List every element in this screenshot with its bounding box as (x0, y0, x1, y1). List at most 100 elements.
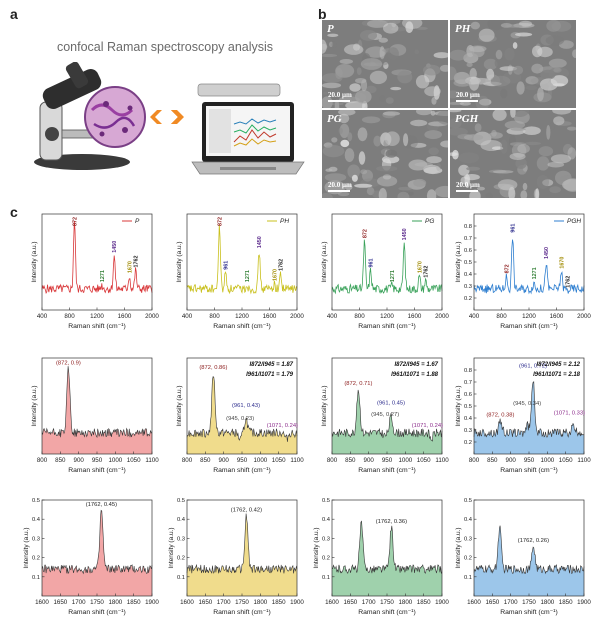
peak-label: 961 (369, 258, 375, 267)
x-tick-label: 1000 (398, 457, 412, 464)
x-tick-label: 400 (182, 313, 193, 320)
peak-annotation: (1762, 0.45) (86, 502, 117, 508)
y-tick-label: 0.8 (464, 368, 472, 374)
x-axis-label: Raman shift (cm⁻¹) (500, 323, 558, 330)
x-tick-label: 400 (327, 313, 338, 320)
x-tick-label: 1600 (263, 313, 277, 320)
peak-annotation: (945, 0.34) (513, 401, 541, 407)
spectrum-area (474, 525, 584, 596)
x-tick-label: 800 (496, 313, 507, 320)
x-axis-label: Raman shift (cm⁻¹) (500, 609, 558, 616)
peak-label: 1271 (390, 270, 396, 282)
x-tick-label: 1200 (90, 313, 104, 320)
spectrum-area (187, 376, 297, 454)
scale-bar-label: 20.0 μm (456, 91, 480, 99)
y-tick-label: 0.3 (464, 428, 472, 434)
y-axis-label: Intensity (a.u.) (31, 385, 38, 426)
y-tick-label: 0.3 (177, 536, 185, 542)
x-tick-label: 1600 (467, 599, 481, 606)
y-tick-label: 0.3 (464, 284, 472, 290)
x-tick-label: 1750 (380, 599, 394, 606)
chart-PGH-low: 1600 1650 1700 1750 1800 1850 1900 0.1 0.2 0.3 0.4… (455, 498, 591, 616)
x-tick-label: 1050 (127, 457, 141, 464)
x-tick-label: 950 (524, 457, 535, 464)
peak-label: 1670 (127, 261, 133, 273)
x-tick-label: 950 (92, 457, 103, 464)
peak-annotation: (1071, 0.33) (554, 410, 585, 416)
peak-label: 1762 (134, 255, 140, 267)
spectrum-line (41, 509, 153, 575)
y-tick-label: 0.2 (322, 556, 330, 562)
x-tick-label: 900 (219, 457, 230, 464)
peak-annotation: (872, 0.86) (199, 365, 227, 371)
tissue-sample-icon (84, 86, 146, 148)
y-tick-label: 0.2 (464, 440, 472, 446)
x-tick-label: 1750 (235, 599, 249, 606)
chart-PH-full: 400 800 1200 1600 2000 Raman shift (cm⁻¹) Inte… (176, 213, 304, 330)
spectrum-line (41, 220, 153, 295)
peak-annotation: (872, 0.71) (344, 381, 372, 387)
spectrum-line (186, 375, 298, 442)
peak-label: 872 (72, 217, 78, 226)
x-tick-label: 800 (182, 457, 193, 464)
x-tick-label: 1850 (417, 599, 431, 606)
x-axis-label: Raman shift (cm⁻¹) (68, 467, 126, 474)
peak-annotation: (872, 0.9) (56, 361, 81, 367)
x-tick-label: 800 (64, 313, 75, 320)
spectrum-area (42, 510, 152, 596)
ratio-label: I961/I1071 = 2.18 (533, 372, 581, 378)
spectrum-area (474, 381, 584, 454)
x-tick-label: 1850 (127, 599, 141, 606)
micrograph-ph: PH 20.0 μm (450, 20, 576, 108)
spectrum-line (473, 239, 585, 295)
chart-PG-low: 1600 1650 1700 1750 1800 1850 1900 0.1 0.2 0.3 0.4… (313, 498, 449, 616)
panel-label-c: c (10, 204, 18, 220)
chevrons-icon (150, 110, 184, 124)
y-axis-label: Intensity (a.u.) (313, 527, 320, 568)
x-tick-label: 1050 (559, 457, 573, 464)
y-axis-label: Intensity (a.u.) (31, 241, 38, 282)
x-tick-label: 1900 (435, 599, 449, 606)
x-tick-label: 2000 (577, 313, 591, 320)
x-tick-label: 950 (237, 457, 248, 464)
y-tick-label: 0.5 (464, 260, 472, 266)
x-tick-label: 1650 (485, 599, 499, 606)
micrograph-label: PGH (455, 113, 479, 125)
x-tick-label: 1750 (522, 599, 536, 606)
y-axis-label: Intensity (a.u.) (168, 527, 175, 568)
peak-label: 1670 (417, 261, 423, 273)
y-axis-label: Intensity (a.u.) (176, 385, 183, 426)
x-axis-label: Raman shift (cm⁻¹) (68, 609, 126, 616)
chart-PGH-mid: 800 850 900 950 1000 1050 1100 0.2 0.3 0.4 0.5 0.6 0… (455, 357, 591, 474)
y-tick-label: 0.2 (177, 556, 185, 562)
scale-bar (328, 100, 350, 102)
x-tick-label: 1600 (550, 313, 564, 320)
peak-label: 872 (362, 229, 368, 238)
scale-bar-label: 20.0 μm (328, 91, 352, 99)
chart-P-full: 400 800 1200 1600 2000 Raman shift (cm⁻¹) Inte… (31, 213, 159, 330)
spectrum-line (41, 366, 152, 439)
spectrum-line (473, 381, 585, 438)
y-tick-label: 0.3 (464, 536, 472, 542)
spectrum-area (42, 366, 152, 454)
y-tick-label: 0.1 (32, 575, 40, 581)
peak-annotation: (1071, 0.24) (267, 423, 298, 429)
x-tick-label: 850 (200, 457, 211, 464)
y-axis-label: Intensity (a.u.) (176, 241, 183, 282)
spectrum-line (331, 520, 443, 575)
plot-frame (331, 213, 443, 311)
y-axis-label: Intensity (a.u.) (321, 385, 328, 426)
x-tick-label: 1200 (522, 313, 536, 320)
x-tick-label: 2000 (145, 313, 159, 320)
panel-label-a: a (10, 6, 18, 22)
x-tick-label: 1600 (408, 313, 422, 320)
spectrum-area (187, 513, 297, 596)
x-tick-label: 1750 (90, 599, 104, 606)
y-tick-label: 0.1 (464, 575, 472, 581)
peak-label: 872 (504, 264, 510, 273)
scale-bar (456, 190, 478, 192)
y-tick-label: 0.7 (464, 380, 472, 386)
x-tick-label: 1700 (72, 599, 86, 606)
peak-annotation: (1762, 0.42) (231, 507, 262, 513)
x-tick-label: 1600 (325, 599, 339, 606)
